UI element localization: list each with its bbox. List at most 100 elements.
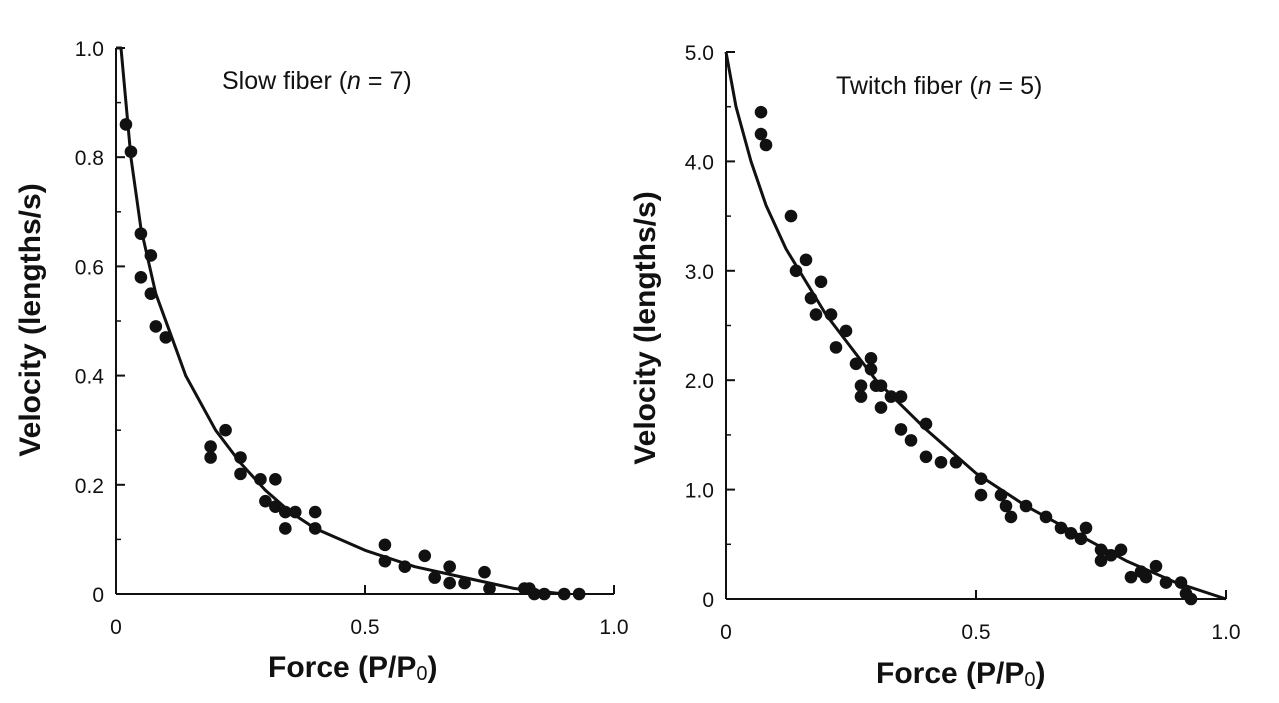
xlabel-end: ) xyxy=(428,651,438,684)
data-point xyxy=(994,488,1008,502)
data-point xyxy=(839,324,853,338)
y-tick-label: 0.2 xyxy=(75,475,104,498)
data-point xyxy=(809,308,823,321)
twitch-fiber-chart: Twitch fiber (n = 5) Force (P/P0) Veloci… xyxy=(629,42,1241,691)
y-tick-label: 2.0 xyxy=(685,370,714,393)
x-axis-label-twitch: Force (P/P0) xyxy=(876,657,1046,691)
data-point xyxy=(1004,510,1018,524)
title-prefix: Slow fiber ( xyxy=(222,67,348,95)
y-tick-label: 1.0 xyxy=(685,480,714,503)
data-point xyxy=(134,227,148,240)
data-point xyxy=(219,423,232,437)
y-tick-label: 1.0 xyxy=(75,38,104,61)
data-point xyxy=(478,565,491,579)
chart-title-twitch: Twitch fiber (n = 5) xyxy=(836,72,1042,100)
xlabel-main: Force (P/P xyxy=(268,651,416,684)
data-point xyxy=(204,440,217,453)
x-tick-label: 1.0 xyxy=(599,616,628,639)
data-point xyxy=(144,249,158,262)
data-point xyxy=(378,538,392,552)
data-point xyxy=(1094,543,1108,557)
data-point xyxy=(234,451,247,464)
y-axis-label-slow: Velocity (lengths/s) xyxy=(14,183,47,456)
data-point xyxy=(919,417,933,431)
data-point xyxy=(894,390,908,403)
data-point xyxy=(874,401,888,414)
data-point xyxy=(418,549,432,563)
y-tick-label: 0.8 xyxy=(75,147,104,170)
data-point xyxy=(919,450,933,464)
data-point xyxy=(1114,543,1128,557)
data-point xyxy=(1139,570,1153,584)
y-tick-label: 0 xyxy=(702,589,714,612)
data-point xyxy=(259,494,272,508)
data-point xyxy=(829,341,843,354)
title-suffix: = 7) xyxy=(361,67,412,95)
data-point xyxy=(1019,499,1033,513)
data-point xyxy=(999,499,1013,513)
data-point xyxy=(269,473,282,486)
data-point xyxy=(1039,510,1053,524)
xlabel-end: ) xyxy=(1036,657,1046,690)
data-point xyxy=(234,467,247,481)
data-point xyxy=(754,127,768,141)
x-tick-label: 0.5 xyxy=(350,616,379,639)
data-point xyxy=(254,473,267,486)
data-point xyxy=(804,291,818,305)
fit-curve xyxy=(116,46,565,596)
data-point xyxy=(824,308,838,321)
y-tick-label: 0 xyxy=(92,584,104,607)
data-point xyxy=(1074,532,1088,546)
data-point xyxy=(1149,559,1163,573)
data-point xyxy=(119,118,133,131)
data-point xyxy=(854,379,868,392)
data-point xyxy=(458,576,471,590)
y-tick-label: 3.0 xyxy=(685,261,714,284)
data-point xyxy=(864,352,878,365)
data-point xyxy=(864,362,878,376)
y-tick-label: 5.0 xyxy=(685,42,714,65)
data-point xyxy=(557,587,571,601)
data-point xyxy=(934,455,948,469)
y-tick-label: 0.6 xyxy=(75,256,104,279)
data-point xyxy=(443,560,456,573)
data-point xyxy=(483,582,496,595)
y-tick-label: 0.4 xyxy=(75,366,105,389)
chart-title-slow: Slow fiber (n = 7) xyxy=(222,67,412,95)
data-point xyxy=(279,522,292,535)
data-point xyxy=(874,379,888,392)
y-tick-label: 4.0 xyxy=(685,151,714,174)
y-axis-label-twitch: Velocity (lengths/s) xyxy=(629,191,662,464)
x-tick-label: 0 xyxy=(720,621,732,644)
data-point xyxy=(528,587,541,601)
x-tick-label: 0.5 xyxy=(961,621,990,644)
data-point xyxy=(759,138,773,152)
xlabel-main: Force (P/P xyxy=(876,657,1024,690)
x-tick-label: 1.0 xyxy=(1211,621,1240,644)
data-point xyxy=(428,571,442,584)
data-point xyxy=(849,357,863,371)
data-point xyxy=(537,587,551,601)
data-point xyxy=(159,331,173,344)
data-point xyxy=(144,287,158,301)
data-point xyxy=(443,576,456,590)
data-point xyxy=(1064,527,1078,540)
fit-curve xyxy=(724,51,1227,601)
data-point xyxy=(1159,576,1173,589)
data-point xyxy=(149,320,163,333)
data-point xyxy=(134,271,148,284)
data-point xyxy=(754,105,768,119)
title-n: n xyxy=(347,67,361,95)
data-point xyxy=(398,560,412,573)
slow-fiber-chart: Slow fiber (n = 7) Force (P/P0) Velocity… xyxy=(14,38,629,685)
data-point xyxy=(124,145,138,159)
data-point xyxy=(288,505,302,519)
data-point xyxy=(949,455,963,469)
data-point xyxy=(269,500,282,513)
data-point xyxy=(378,554,392,568)
data-point xyxy=(1054,521,1068,535)
xlabel-sub: 0 xyxy=(1024,669,1035,691)
data-point xyxy=(884,390,898,403)
xlabel-sub: 0 xyxy=(416,663,427,685)
data-point xyxy=(1079,521,1093,535)
